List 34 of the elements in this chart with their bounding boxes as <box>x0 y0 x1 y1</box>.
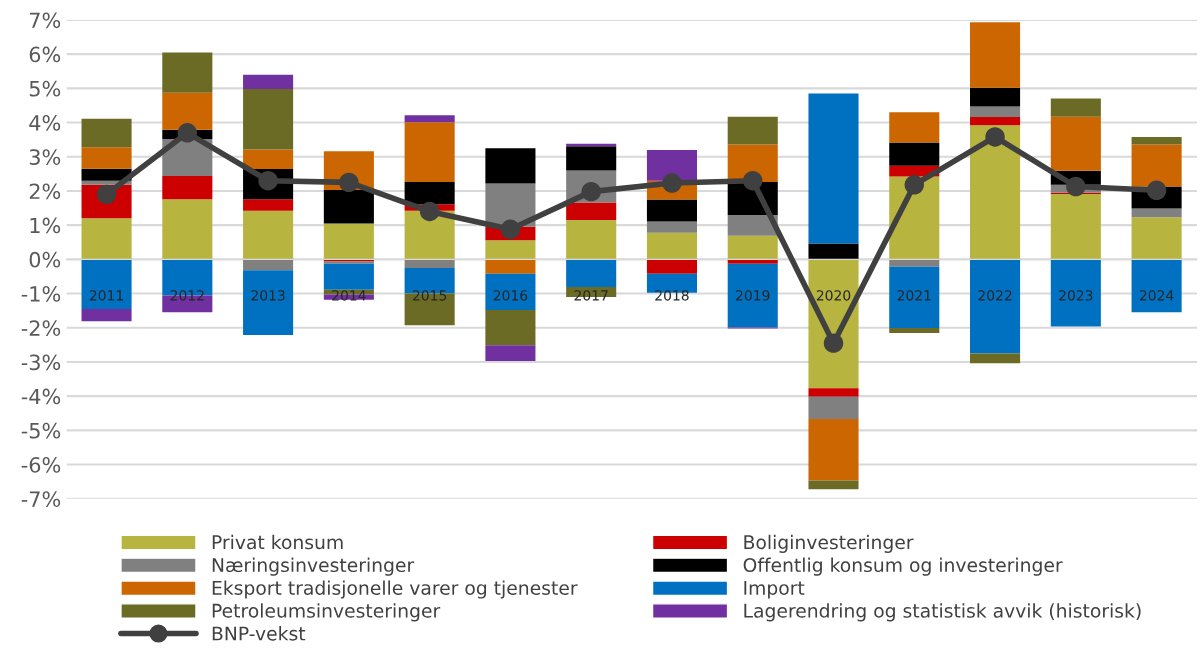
y-tick-label: -3% <box>21 354 61 371</box>
y-tick-label: 7% <box>29 12 61 29</box>
legend-label: Næringsinvesteringer <box>212 557 415 576</box>
y-tick-label: 1% <box>30 217 61 234</box>
x-tick-label: 2016 <box>493 290 528 301</box>
x-tick-label: 2011 <box>89 290 123 301</box>
y-tick-label: 4% <box>29 115 61 131</box>
legend-label: Offentlig konsum og investeringer <box>743 557 1063 576</box>
y-tick-label: 2% <box>29 183 61 200</box>
x-tick-label: 2022 <box>978 290 1012 301</box>
legend-label: Petroleumsinvesteringer <box>212 603 441 622</box>
x-tick-label: 2023 <box>1059 290 1093 301</box>
y-tick-label: -7% <box>21 491 61 507</box>
legend-label: Boliginvesteringer <box>744 534 914 553</box>
y-tick-label: -6% <box>21 457 61 473</box>
y-tick-label: 6% <box>29 46 61 63</box>
y-tick-label: -1% <box>21 286 61 302</box>
y-tick-label: -2% <box>21 320 61 336</box>
x-tick-label: 2019 <box>736 290 770 301</box>
x-tick-label: 2024 <box>1139 290 1174 301</box>
legend-label: Privat konsum <box>212 534 343 550</box>
x-tick-label: 2018 <box>655 290 689 301</box>
x-tick-label: 2013 <box>251 290 285 301</box>
legend-label: Import <box>744 581 805 599</box>
legend-label: Lagerendring og statistisk avvik (historisk) <box>744 603 1141 622</box>
y-tick-label: -4% <box>21 388 61 405</box>
legend-label: Eksport tradisjonelle varer og tjenester <box>212 580 578 599</box>
y-tick-label: 0% <box>29 251 61 268</box>
legend-label: BNP-vekst <box>212 626 306 641</box>
y-tick-label: -5% <box>21 422 61 439</box>
x-tick-label: 2021 <box>897 290 931 301</box>
x-tick-label: 2020 <box>816 290 851 301</box>
y-tick-label: 5% <box>29 80 61 97</box>
y-tick-label: 3% <box>29 149 61 165</box>
